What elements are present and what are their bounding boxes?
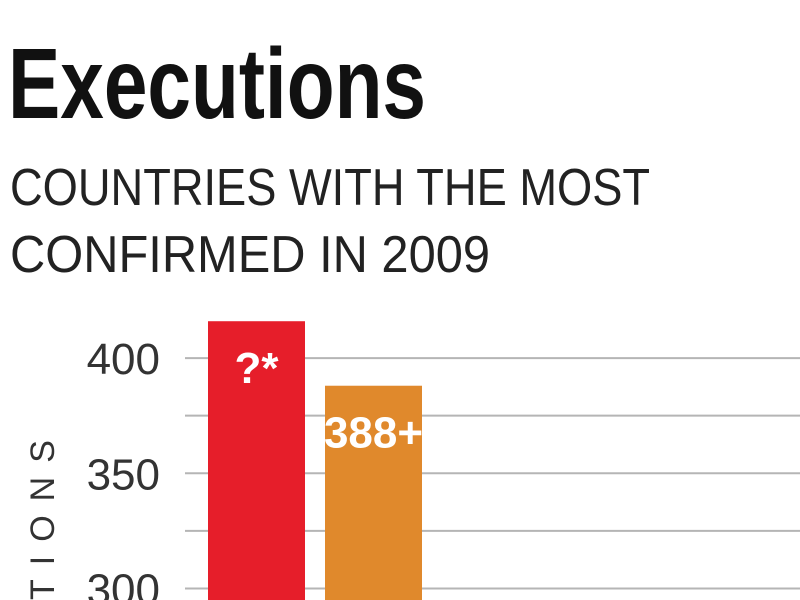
chart-subtitle: CONFIRMED IN 2009	[10, 226, 490, 284]
y-axis-label: TIONS	[24, 426, 62, 600]
y-tick-label: 400	[87, 335, 160, 384]
chart-title: Executions	[8, 28, 426, 140]
bar-value-label: ?*	[235, 344, 280, 393]
bar	[208, 321, 305, 600]
bar-value-label: 388+	[324, 409, 423, 458]
chart-subtitle: COUNTRIES WITH THE MOST	[10, 159, 650, 217]
y-tick-label: 300	[87, 565, 160, 600]
y-tick-label: 350	[87, 450, 160, 499]
bar	[325, 385, 422, 600]
